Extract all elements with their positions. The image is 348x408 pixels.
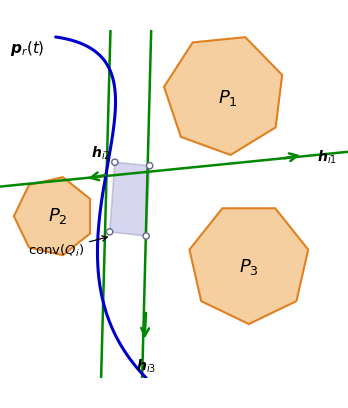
Polygon shape bbox=[164, 37, 282, 155]
Text: $P_2$: $P_2$ bbox=[48, 206, 67, 226]
Circle shape bbox=[106, 229, 113, 235]
Text: $P_3$: $P_3$ bbox=[239, 257, 259, 277]
Text: $P_1$: $P_1$ bbox=[218, 88, 238, 108]
Polygon shape bbox=[110, 162, 150, 236]
Circle shape bbox=[112, 159, 118, 165]
Text: $\boldsymbol{h}_{i3}$: $\boldsymbol{h}_{i3}$ bbox=[136, 357, 156, 375]
Circle shape bbox=[147, 163, 153, 169]
Polygon shape bbox=[14, 177, 90, 255]
Text: $\boldsymbol{h}_{i1}$: $\boldsymbol{h}_{i1}$ bbox=[317, 149, 337, 166]
Text: $\mathrm{conv}(Q_i)$: $\mathrm{conv}(Q_i)$ bbox=[28, 236, 107, 259]
Polygon shape bbox=[189, 208, 308, 324]
Text: $\boldsymbol{h}_{i2}$: $\boldsymbol{h}_{i2}$ bbox=[91, 145, 111, 162]
Circle shape bbox=[143, 233, 149, 239]
Text: $\boldsymbol{p}_r(t)$: $\boldsymbol{p}_r(t)$ bbox=[10, 39, 45, 58]
